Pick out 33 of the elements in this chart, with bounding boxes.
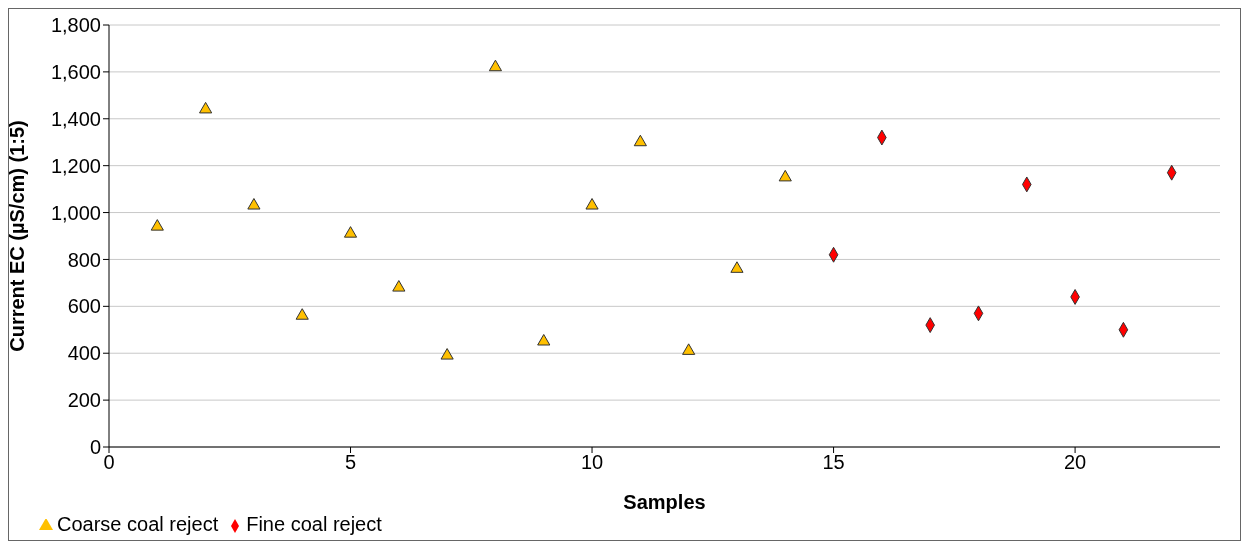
point <box>247 198 261 210</box>
y-tick-label: 400 <box>67 342 101 365</box>
point <box>585 198 599 210</box>
point <box>199 101 213 114</box>
x-tick-label: 0 <box>103 451 115 474</box>
y-axis-title: Current EC (µS/cm) (1:5) <box>6 120 29 352</box>
point <box>440 348 454 360</box>
point <box>295 308 309 320</box>
y-tick-label: 1,000 <box>50 201 101 224</box>
x-tick-label: 15 <box>822 451 845 474</box>
y-tick-label: 1,400 <box>50 107 101 130</box>
point <box>730 261 744 273</box>
point <box>343 226 358 238</box>
legend-label: Fine coal reject <box>246 513 382 535</box>
x-tick-label: 10 <box>580 451 604 474</box>
x-axis-title: Samples <box>623 491 706 513</box>
y-tick-label: 1,600 <box>50 60 101 83</box>
legend-label: Coarse coal reject <box>57 513 219 535</box>
x-tick-label: 20 <box>1063 451 1087 474</box>
point <box>682 343 696 355</box>
point <box>778 169 792 182</box>
point <box>633 134 647 147</box>
y-tick-label: 600 <box>67 295 101 318</box>
point <box>392 280 406 292</box>
y-tick-label: 0 <box>89 436 101 459</box>
y-tick-label: 1,200 <box>50 154 101 177</box>
y-tick-label: 200 <box>67 389 101 412</box>
point <box>488 59 503 72</box>
y-tick-label: 1,800 <box>50 14 101 37</box>
x-tick-label: 5 <box>344 451 357 474</box>
y-tick-label: 800 <box>67 248 101 271</box>
point <box>150 219 164 231</box>
point <box>537 333 551 346</box>
